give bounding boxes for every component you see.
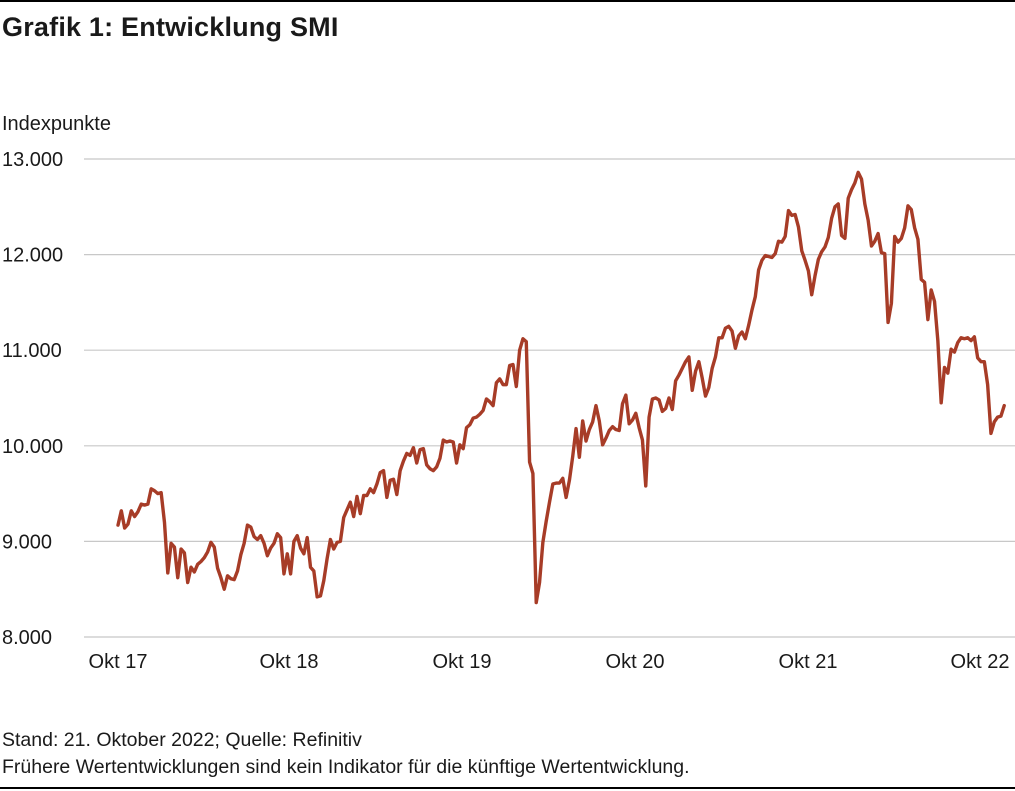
y-tick-label: 12.000	[2, 245, 63, 267]
y-tick-label: 8.000	[2, 627, 52, 649]
line-chart: 8.000 9.000 10.000 11.000 12.000 13.000 Okt 1…	[2, 149, 1015, 673]
y-tick-label: 9.000	[2, 531, 52, 553]
x-tick-label: Okt 17	[89, 651, 148, 673]
x-tick-label: Okt 22	[951, 651, 1010, 673]
y-tick-labels: 8.000 9.000 10.000 11.000 12.000 13.000	[2, 149, 63, 649]
y-tick-label: 10.000	[2, 436, 63, 458]
smi-series-line	[116, 170, 1006, 605]
chart-title: Grafik 1: Entwicklung SMI	[2, 12, 339, 42]
top-rule	[0, 0, 1015, 2]
x-tick-labels: Okt 17 Okt 18 Okt 19 Okt 20 Okt 21 Okt 22	[89, 651, 1010, 673]
x-tick-label: Okt 18	[260, 651, 319, 673]
y-axis-label: Indexpunkte	[2, 113, 111, 135]
y-tick-label: 13.000	[2, 149, 63, 171]
y-tick-label: 11.000	[2, 340, 62, 362]
chart-footer: Stand: 21. Oktober 2022; Quelle: Refinit…	[2, 727, 690, 781]
x-tick-label: Okt 21	[779, 651, 838, 673]
source-note: Stand: 21. Oktober 2022; Quelle: Refinit…	[2, 729, 362, 751]
disclaimer-note: Frühere Wertentwicklungen sind kein Indi…	[2, 756, 690, 778]
gridlines	[84, 158, 1015, 638]
bottom-rule	[0, 787, 1015, 789]
x-tick-label: Okt 19	[433, 651, 492, 673]
x-tick-label: Okt 20	[606, 651, 665, 673]
